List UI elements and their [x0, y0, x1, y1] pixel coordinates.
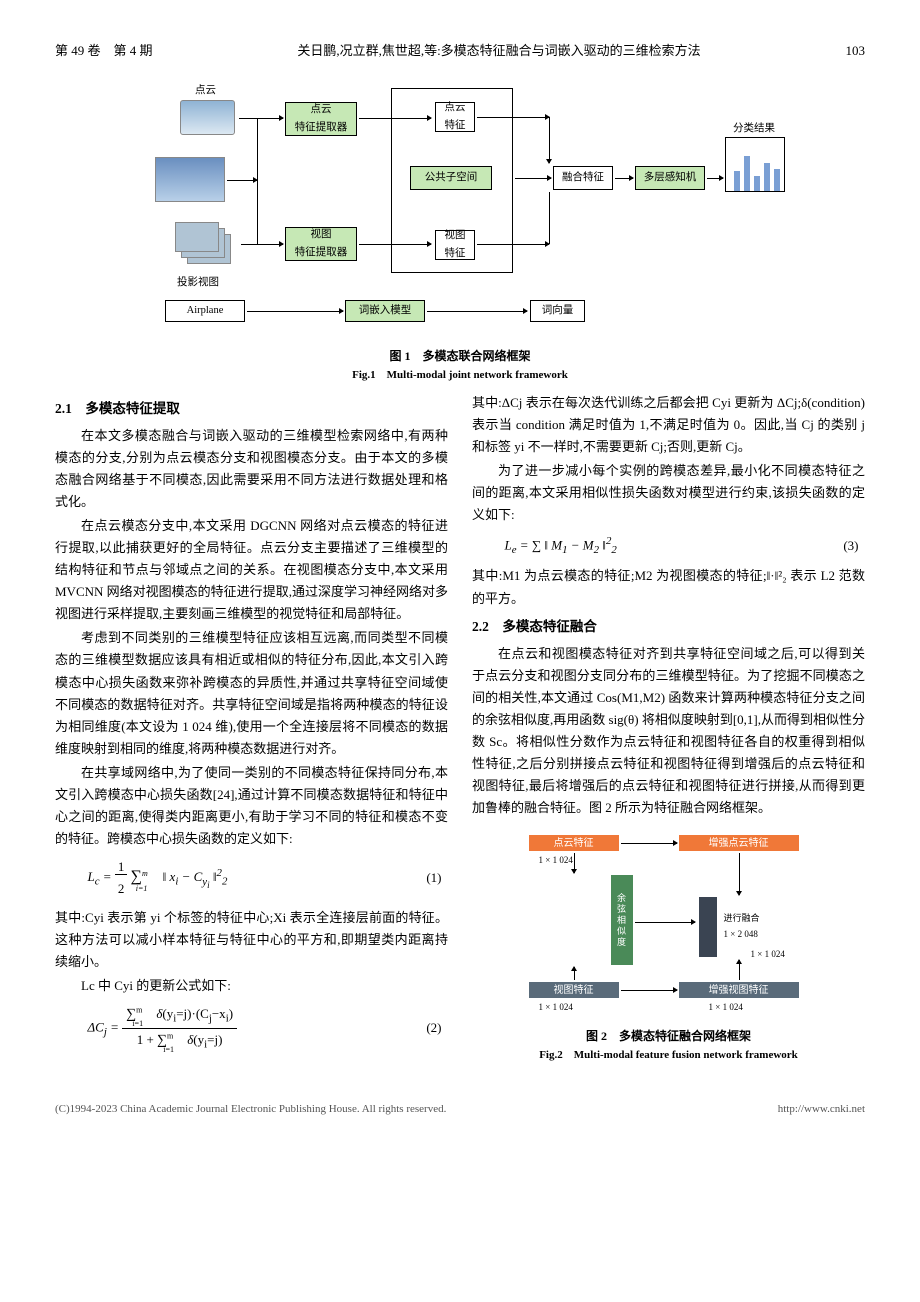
- fig2-dim1: 1 × 1 024: [539, 853, 573, 868]
- right-p2: 为了进一步减小每个实例的跨模态差异,最小化不同模态特征之间的距离,本文采用相似性…: [472, 460, 865, 526]
- result-box: [725, 137, 785, 192]
- arrow-icon: [477, 117, 549, 118]
- fig2-fusion-label: 进行融合 1 × 2 048: [724, 911, 760, 942]
- page-footer: (C)1994-2023 China Academic Journal Elec…: [55, 1100, 865, 1119]
- arrow-icon: [247, 311, 343, 312]
- eq2-body: ΔCj = ∑mi=1 δ(yi=j)·(Cj−xi) 1 + ∑mi=1 δ(…: [55, 1003, 426, 1054]
- footer-copyright: (C)1994-2023 China Academic Journal Elec…: [55, 1100, 446, 1119]
- right-p3: 其中:M1 为点云模态的特征;M2 为视图模态的特征;‖·‖²₂ 表示 L2 范…: [472, 565, 865, 609]
- pc-feature-node: 点云 特征: [435, 102, 475, 132]
- arrow-icon: [239, 118, 283, 119]
- line-icon: [549, 192, 550, 244]
- section-2-1-title: 2.1 多模态特征提取: [55, 398, 448, 421]
- word-vector-node: 词向量: [530, 300, 585, 322]
- model-render-icon: [155, 157, 225, 202]
- header-volume: 第 49 卷 第 4 期: [55, 40, 153, 62]
- arrow-icon: [574, 967, 575, 980]
- pc-extractor-node: 点云 特征提取器: [285, 102, 357, 136]
- sec21-p2: 在点云模态分支中,本文采用 DGCNN 网络对点云模态的特征进行提取,以此捕获更…: [55, 515, 448, 625]
- arrow-icon: [615, 178, 633, 179]
- fig2-caption-cn: 图 2 多模态特征融合网络框架: [586, 1029, 751, 1043]
- result-label: 分类结果: [733, 120, 775, 138]
- sec21-p6: Lc 中 Cyi 的更新公式如下:: [55, 975, 448, 997]
- eq3-body: Le = ∑ ‖ M1 − M2 ‖22: [472, 532, 843, 559]
- fused-feature-node: 融合特征: [553, 166, 613, 190]
- airplane-label-node: Airplane: [165, 300, 245, 322]
- arrow-icon: [739, 960, 740, 980]
- figure-1: 点云 投影视图 点云 特征提取器 视图 特征提取器 公共子空间 点云 特征 视图…: [135, 82, 785, 332]
- equation-1: Lc = 12 ∑mi=1 ‖ xi − Cyi ‖22 (1): [55, 856, 448, 900]
- sec21-p5: 其中:Cyi 表示第 yi 个标签的特征中心;Xi 表示全连接层前面的特征。这种…: [55, 907, 448, 973]
- arrow-icon: [549, 117, 550, 163]
- sec22-p1: 在点云和视图模态特征对齐到共享特征空间域之后,可以得到关于点云分支和视图分支同分…: [472, 643, 865, 820]
- pointcloud-label: 点云: [195, 82, 216, 100]
- arrow-icon: [621, 843, 677, 844]
- arrow-icon: [621, 990, 677, 991]
- page-header: 第 49 卷 第 4 期 关日鹏,况立群,焦世超,等:多模态特征融合与词嵌入驱动…: [55, 40, 865, 62]
- shared-subspace-node: 公共子空间: [410, 166, 492, 190]
- embed-model-node: 词嵌入模型: [345, 300, 425, 322]
- fig2-cos-sim: 余 弦 相 似 度: [611, 875, 633, 965]
- equation-2: ΔCj = ∑mi=1 δ(yi=j)·(Cj−xi) 1 + ∑mi=1 δ(…: [55, 1003, 448, 1054]
- arrow-icon: [477, 244, 549, 245]
- eq3-num: (3): [843, 535, 865, 557]
- sec21-p1: 在本文多模态融合与词嵌入驱动的三维模型检索网络中,有两种模态的分支,分别为点云模…: [55, 425, 448, 513]
- projection-views-icon: [175, 222, 239, 272]
- line-icon: [257, 118, 258, 244]
- figure-2-caption: 图 2 多模态特征融合网络框架 Fig.2 Multi-modal featur…: [472, 1027, 865, 1064]
- ar, row-icon: [515, 178, 551, 179]
- pointcloud-render-icon: [180, 100, 235, 135]
- arrow-icon: [574, 853, 575, 873]
- footer-url: http://www.cnki.net: [778, 1100, 865, 1119]
- fig2-dim2: 1 × 1 024: [539, 1000, 573, 1015]
- equation-3: Le = ∑ ‖ M1 − M2 ‖22 (3): [472, 532, 865, 559]
- eq1-num: (1): [426, 867, 448, 889]
- arrow-icon: [359, 118, 431, 119]
- fig2-dim-c: 1 × 1 024: [751, 947, 785, 962]
- fig2-view-feat: 视图特征: [529, 982, 619, 998]
- eq1-body: Lc = 12 ∑mi=1 ‖ xi − Cyi ‖22: [55, 856, 426, 900]
- mlp-node: 多层感知机: [635, 166, 705, 190]
- view-extractor-node: 视图 特征提取器: [285, 227, 357, 261]
- fig2-caption-en: Fig.2 Multi-modal feature fusion network…: [539, 1049, 798, 1061]
- right-column: 其中:ΔCj 表示在每次迭代训练之后都会把 Cyi 更新为 ΔCj;δ(cond…: [472, 392, 865, 1070]
- left-column: 2.1 多模态特征提取 在本文多模态融合与词嵌入驱动的三维模型检索网络中,有两种…: [55, 392, 448, 1070]
- fig2-pc-feat: 点云特征: [529, 835, 619, 851]
- view-feature-node: 视图 特征: [435, 230, 475, 260]
- figure-2: 点云特征 1 × 1 024 增强点云特征 余 弦 相 似 度 进行融合 1 ×…: [472, 827, 865, 1064]
- header-title: 关日鹏,况立群,焦世超,等:多模态特征融合与词嵌入驱动的三维检索方法: [153, 40, 846, 62]
- arrow-icon: [707, 178, 723, 179]
- eq2-num: (2): [426, 1017, 448, 1039]
- fusion-bar-icon: [699, 897, 717, 957]
- arrow-icon: [359, 244, 431, 245]
- figure-1-caption: 图 1 多模态联合网络框架 Fig.1 Multi-modal joint ne…: [55, 347, 865, 384]
- arrow-icon: [739, 853, 740, 895]
- section-2-2-title: 2.2 多模态特征融合: [472, 616, 865, 639]
- projection-label: 投影视图: [177, 274, 219, 292]
- fig2-enh-pc: 增强点云特征: [679, 835, 799, 851]
- arrow-icon: [635, 922, 695, 923]
- sec21-p3: 考虑到不同类别的三维模型特征应该相互远离,而同类型不同模态的三维模型数据应该具有…: [55, 627, 448, 760]
- sec21-p4: 在共享域网络中,为了使同一类别的不同模态特征保持同分布,本文引入跨模态中心损失函…: [55, 762, 448, 850]
- arrow-icon: [241, 244, 283, 245]
- fig2-enh-view: 增强视图特征: [679, 982, 799, 998]
- fig1-caption-cn: 图 1 多模态联合网络框架: [389, 349, 530, 363]
- fig1-caption-en: Fig.1 Multi-modal joint network framewor…: [352, 369, 568, 381]
- header-page: 103: [846, 40, 866, 62]
- fig2-dim-d: 1 × 1 024: [709, 1000, 743, 1015]
- arrow-icon: [227, 180, 257, 181]
- right-p1: 其中:ΔCj 表示在每次迭代训练之后都会把 Cyi 更新为 ΔCj;δ(cond…: [472, 392, 865, 458]
- body-columns: 2.1 多模态特征提取 在本文多模态融合与词嵌入驱动的三维模型检索网络中,有两种…: [55, 392, 865, 1070]
- arrow-icon: [427, 311, 527, 312]
